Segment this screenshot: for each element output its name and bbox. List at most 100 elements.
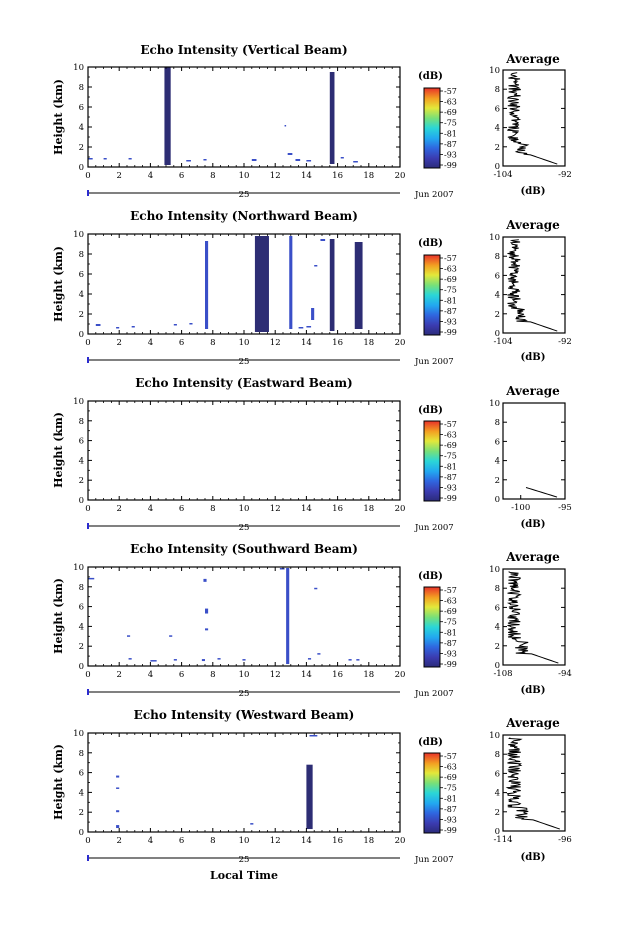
avg-y-tick-label: 10	[489, 399, 500, 409]
colorbar-tick-label: -81	[444, 628, 457, 637]
average-profile-line	[506, 571, 559, 664]
avg-x-tick-label: -100	[511, 503, 530, 513]
echo-segment	[340, 157, 344, 159]
x-tick-label: 18	[363, 338, 374, 348]
y-tick-label: 6	[79, 769, 84, 779]
colorbar-gradient	[423, 752, 441, 834]
y-tick-label: 10	[73, 563, 84, 573]
average-profile-line	[525, 487, 558, 498]
avg-y-tick-label: 0	[495, 329, 500, 339]
x-tick-label: 10	[239, 504, 250, 514]
x-tick-label: 16	[332, 338, 343, 348]
avg-title: Average	[505, 716, 560, 730]
date-label: Jun 2007	[414, 357, 454, 367]
echo-segment	[251, 159, 257, 161]
avg-frame	[502, 734, 566, 832]
echo-segment	[311, 308, 315, 320]
x-tick-label: 10	[239, 670, 250, 680]
x-tick-label: 0	[85, 338, 90, 348]
echo-segment	[116, 327, 120, 329]
echo-segment	[88, 158, 93, 160]
avg-x-tick-label: -108	[493, 669, 512, 679]
echo-segment	[131, 326, 135, 328]
avg-x-tick-label: -92	[558, 170, 572, 180]
avg-y-tick-label: 6	[495, 271, 500, 281]
avg-xlabel: (dB)	[521, 852, 546, 863]
echo-segment	[116, 825, 120, 829]
x-tick-label: 4	[148, 670, 153, 680]
colorbar-tick-label: -93	[444, 649, 457, 658]
colorbar-gradient	[423, 87, 441, 169]
y-tick-label: 0	[79, 330, 84, 340]
colorbar-tick-label: -75	[444, 784, 457, 793]
avg-y-tick-label: 8	[495, 584, 500, 594]
colorbar-gradient	[423, 254, 441, 336]
colorbar-tick-label: -93	[444, 317, 457, 326]
colorbar-tick-label: -69	[444, 441, 457, 450]
avg-y-tick-label: 4	[495, 789, 500, 799]
avg-y-tick-label: 2	[495, 808, 500, 818]
echo-segment	[287, 153, 293, 155]
colorbar-unit: (dB)	[418, 405, 443, 416]
panel-title: Echo Intensity (Southward Beam)	[130, 542, 358, 556]
x-tick-label: 18	[363, 171, 374, 181]
x-tick-label: 6	[179, 171, 184, 181]
plot-frame	[87, 732, 401, 833]
echo-segment	[309, 734, 318, 737]
y-tick-label: 2	[79, 476, 84, 486]
date-label: Jun 2007	[414, 190, 454, 200]
avg-x-tick-label: -104	[493, 170, 512, 180]
echo-segment	[95, 324, 101, 326]
echo-segment	[116, 810, 120, 813]
y-tick-label: 4	[79, 456, 84, 466]
avg-y-tick-label: 0	[495, 827, 500, 837]
date-label: Jun 2007	[414, 523, 454, 533]
y-tick-label: 8	[79, 749, 84, 759]
avg-frame	[502, 69, 566, 167]
echo-segment	[203, 578, 207, 582]
x-tick-label: 2	[116, 836, 121, 846]
colorbar-tick-label: -57	[444, 254, 457, 263]
colorbar-tick-label: -69	[444, 108, 457, 117]
day-label: 25	[239, 357, 250, 367]
echo-segment	[306, 764, 313, 830]
x-tick-label: 4	[148, 338, 153, 348]
colorbar-tick-label: -93	[444, 150, 457, 159]
avg-title: Average	[505, 384, 560, 398]
colorbar-tick-label: -99	[444, 494, 457, 503]
echo-segment	[189, 323, 193, 325]
x-tick-label: 14	[301, 504, 312, 514]
echo-segment	[289, 236, 293, 329]
echo-segment	[203, 159, 207, 161]
echo-segment	[127, 635, 131, 637]
colorbar: -57 -63-69 -75-81 -87-93 -99	[423, 254, 457, 337]
colorbar-tick-label: -81	[444, 296, 457, 305]
echo-segment	[356, 659, 360, 661]
colorbar: -57 -63-69 -75-81 -87-93 -99	[423, 586, 457, 669]
x-tick-label: 8	[210, 836, 215, 846]
x-tick-label: 8	[210, 670, 215, 680]
avg-y-tick-label: 0	[495, 661, 500, 671]
avg-plot: 0 2 4 6 8 10 -100 -95	[489, 399, 572, 513]
x-tick-label: 0	[85, 670, 90, 680]
colorbar-gradient	[423, 586, 441, 668]
echo-segment	[173, 324, 177, 326]
date-label: Jun 2007	[414, 855, 454, 865]
avg-plot: 0 2 4 6 8 10 -114 -96	[489, 731, 572, 845]
colorbar-tick-label: -63	[444, 98, 457, 107]
avg-y-tick-label: 8	[495, 85, 500, 95]
x-tick-label: 8	[210, 171, 215, 181]
avg-y-tick-label: 4	[495, 291, 500, 301]
x-tick-label: 0	[85, 504, 90, 514]
x-tick-label: 2	[116, 171, 121, 181]
colorbar-tick-label: -87	[444, 140, 457, 149]
x-tick-label: 12	[270, 670, 281, 680]
y-tick-label: 2	[79, 808, 84, 818]
x-tick-label: 10	[239, 171, 250, 181]
avg-title: Average	[505, 218, 560, 232]
y-tick-label: 8	[79, 83, 84, 93]
avg-plot: 0 2 4 6 8 10 -104 -92	[489, 233, 572, 347]
x-tick-label: 8	[210, 338, 215, 348]
avg-x-tick-label: -114	[493, 835, 512, 845]
